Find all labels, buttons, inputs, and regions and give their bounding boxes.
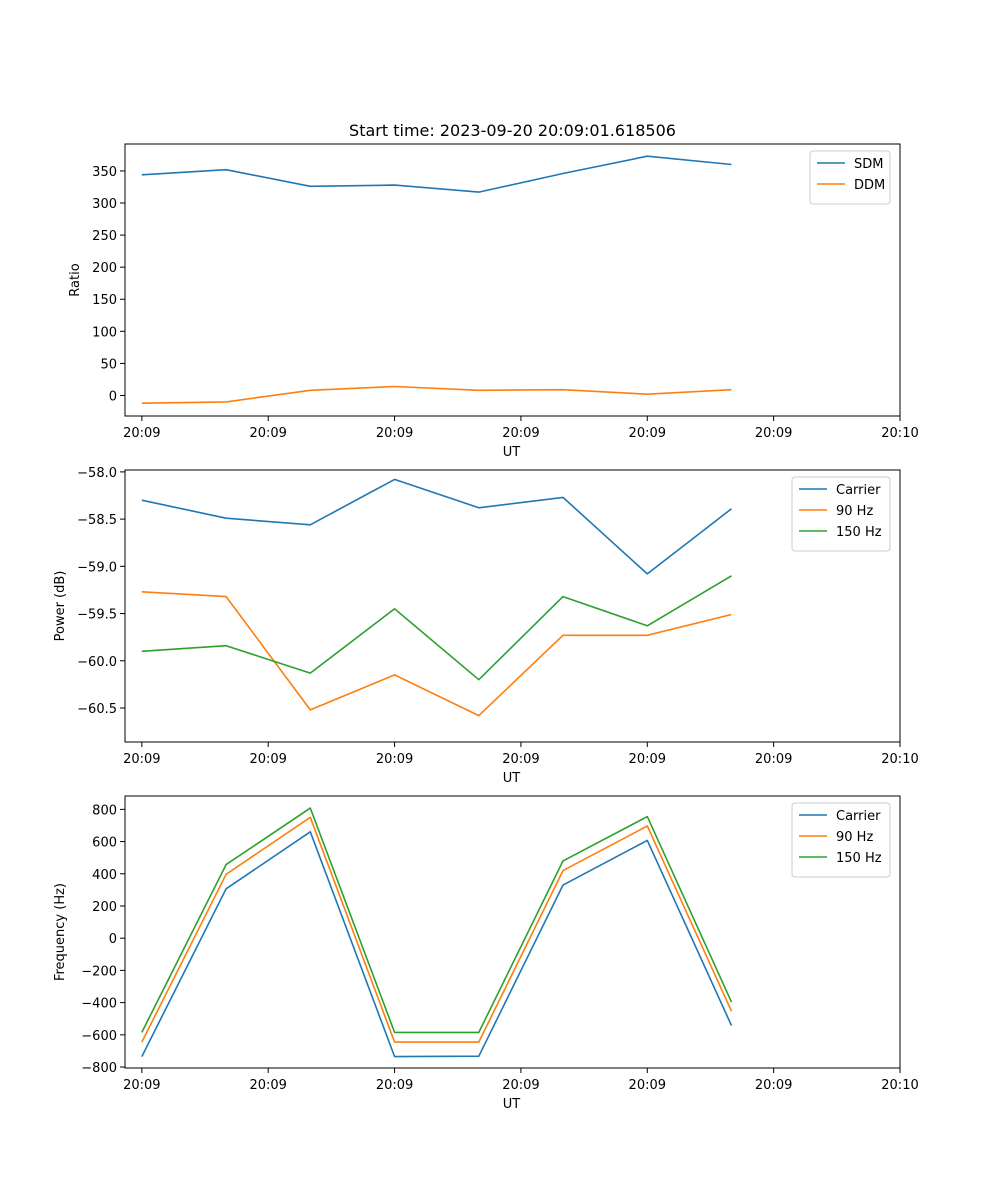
y-tick-label: −600 <box>81 1029 117 1044</box>
legend-label: 90 Hz <box>836 504 873 519</box>
y-tick-label: −59.5 <box>77 608 117 623</box>
y-tick-label: −60.5 <box>77 702 117 717</box>
series-line-sdm <box>141 155 732 193</box>
x-tick-label: 20:09 <box>123 752 160 767</box>
y-tick-label: 200 <box>92 900 117 915</box>
charts-container: 20:09 20:09 20:09 20:09 20:09 20:09 20:10 0 50 10… <box>53 121 919 1112</box>
legend-box <box>791 476 891 552</box>
chart-panel-3: 20:09 20:09 20:09 20:09 20:09 20:09 20:10 −800 −… <box>53 795 919 1112</box>
y-tick-label: 150 <box>92 293 117 308</box>
chart-panel-2: 20:09 20:09 20:09 20:09 20:09 20:09 20:10 −60.5… <box>53 466 919 786</box>
x-tick-label: 20:09 <box>376 1078 413 1093</box>
y-tick-label: −58.5 <box>77 513 117 528</box>
x-axis-label: UT <box>503 445 521 460</box>
y-tick-label: 0 <box>109 932 117 947</box>
series-line-carrier <box>141 830 733 1058</box>
axes-frame <box>124 795 901 1069</box>
x-tick-label: 20:09 <box>249 752 286 767</box>
x-tick-label: 20:09 <box>755 1078 792 1093</box>
y-tick-label: −800 <box>81 1061 117 1076</box>
legend-box <box>809 150 891 205</box>
legend: Carrier 90 Hz 150 Hz <box>791 476 891 552</box>
x-tick-label: 20:09 <box>502 752 539 767</box>
y-axis-label: Frequency (Hz) <box>53 883 68 981</box>
chart-title: Start time: 2023-09-20 20:09:01.618506 <box>349 121 676 140</box>
chart-panel-1: 20:09 20:09 20:09 20:09 20:09 20:09 20:10 0 50 10… <box>68 121 919 460</box>
y-tick-label: −58.0 <box>77 466 117 481</box>
x-tick-label: 20:09 <box>123 1078 160 1093</box>
y-tick-label: 800 <box>92 803 117 818</box>
legend-box <box>791 802 891 878</box>
x-axis-label: UT <box>503 1097 521 1112</box>
x-tick-label: 20:09 <box>629 426 666 441</box>
series-line-150-hz <box>141 575 732 681</box>
x-tick-label: 20:09 <box>755 426 792 441</box>
series-line-90-hz <box>141 816 733 1043</box>
y-tick-label: 250 <box>92 229 117 244</box>
y-tick-label: 350 <box>92 165 117 180</box>
x-tick-label: 20:09 <box>755 752 792 767</box>
legend: Carrier 90 Hz 150 Hz <box>791 802 891 878</box>
x-tick-label: 20:09 <box>629 1078 666 1093</box>
y-axis-label: Power (dB) <box>53 571 68 642</box>
series-line-150-hz <box>141 807 733 1034</box>
y-tick-label: −59.0 <box>77 560 117 575</box>
legend-label: DDM <box>854 178 885 193</box>
x-tick-label: 20:09 <box>123 426 160 441</box>
y-tick-label: 200 <box>92 261 117 276</box>
x-tick-label: 20:09 <box>376 426 413 441</box>
axes-frame <box>124 143 901 417</box>
x-tick-label: 20:09 <box>629 752 666 767</box>
y-tick-label: 100 <box>92 325 117 340</box>
legend-label: 90 Hz <box>836 830 873 845</box>
x-tick-label: 20:09 <box>502 1078 539 1093</box>
legend-label: 150 Hz <box>836 525 882 540</box>
y-tick-label: 0 <box>109 389 117 404</box>
y-tick-label: −400 <box>81 997 117 1012</box>
legend-label: SDM <box>854 157 883 172</box>
legend-label: 150 Hz <box>836 851 882 866</box>
y-axis-label: Ratio <box>68 263 83 296</box>
series-line-90-hz <box>141 591 732 717</box>
x-tick-label: 20:09 <box>502 426 539 441</box>
series-line-carrier <box>141 478 732 575</box>
axes-frame <box>124 469 901 743</box>
legend: SDM DDM <box>809 150 891 205</box>
y-tick-label: −60.0 <box>77 655 117 670</box>
x-tick-label: 20:09 <box>249 426 286 441</box>
x-tick-label: 20:10 <box>881 1078 918 1093</box>
legend-label: Carrier <box>836 483 881 498</box>
x-tick-label: 20:10 <box>881 752 918 767</box>
x-tick-label: 20:09 <box>249 1078 286 1093</box>
x-tick-label: 20:10 <box>881 426 918 441</box>
x-tick-label: 20:09 <box>376 752 413 767</box>
series-line-ddm <box>141 385 732 404</box>
legend-label: Carrier <box>836 809 881 824</box>
y-tick-label: 600 <box>92 836 117 851</box>
y-tick-label: −200 <box>81 964 117 979</box>
y-tick-label: 300 <box>92 197 117 212</box>
y-tick-label: 400 <box>92 868 117 883</box>
y-tick-label: 50 <box>100 357 117 372</box>
x-axis-label: UT <box>503 771 521 786</box>
